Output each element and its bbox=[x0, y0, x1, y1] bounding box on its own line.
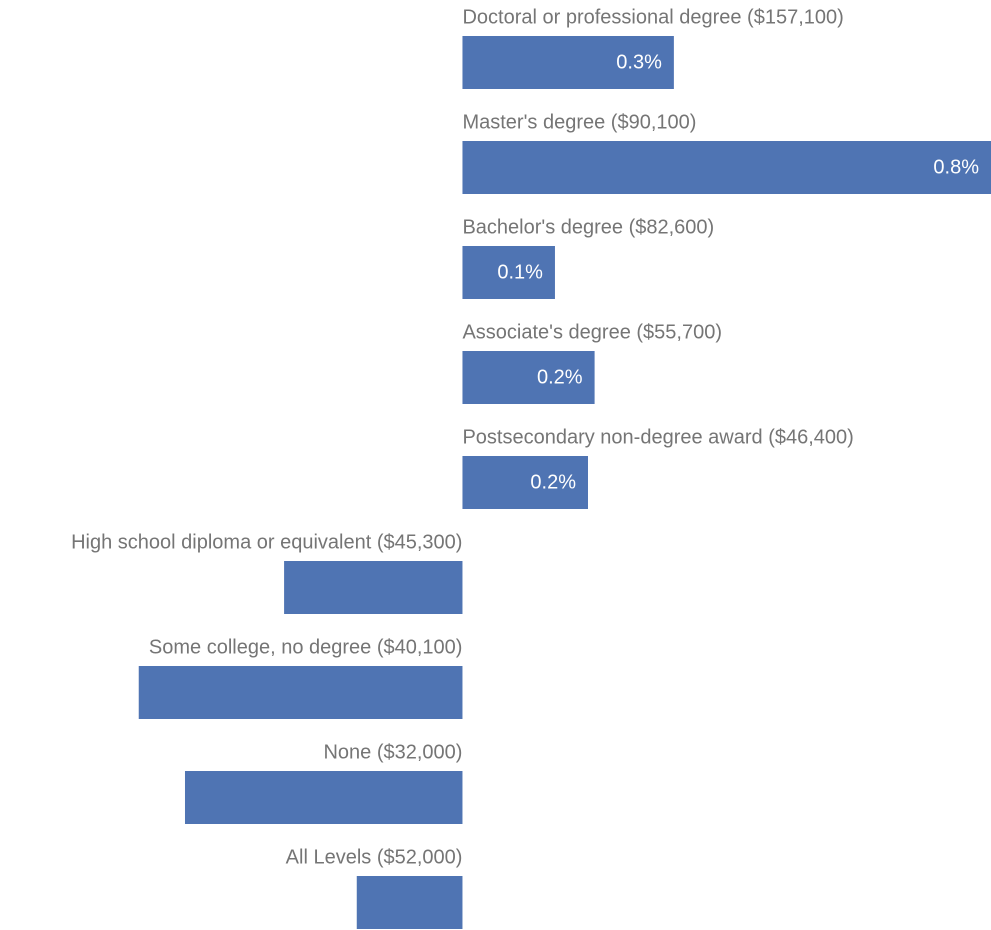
category-label: Bachelor's degree ($82,600) bbox=[462, 216, 714, 238]
bar bbox=[284, 561, 463, 614]
bar bbox=[462, 351, 595, 404]
bar bbox=[356, 876, 463, 929]
value-label: 0.3% bbox=[616, 51, 662, 73]
bar bbox=[184, 771, 463, 824]
bar bbox=[462, 141, 991, 194]
category-label: None ($32,000) bbox=[323, 741, 462, 763]
category-label: Associate's degree ($55,700) bbox=[462, 321, 722, 343]
bar bbox=[462, 36, 674, 89]
category-label: Some college, no degree ($40,100) bbox=[149, 636, 463, 658]
value-label: 0.8% bbox=[933, 156, 979, 178]
category-label: Master's degree ($90,100) bbox=[462, 111, 696, 133]
bar bbox=[138, 666, 463, 719]
value-label: 0.2% bbox=[530, 471, 576, 493]
category-label: Postsecondary non-degree award ($46,400) bbox=[462, 426, 853, 448]
category-label: High school diploma or equivalent ($45,3… bbox=[71, 531, 462, 553]
category-label: All Levels ($52,000) bbox=[286, 846, 463, 868]
value-label: 0.2% bbox=[537, 366, 583, 388]
value-label: 0.1% bbox=[497, 261, 543, 283]
bar bbox=[462, 456, 588, 509]
bar bbox=[462, 246, 555, 299]
category-label: Doctoral or professional degree ($157,10… bbox=[462, 6, 843, 28]
